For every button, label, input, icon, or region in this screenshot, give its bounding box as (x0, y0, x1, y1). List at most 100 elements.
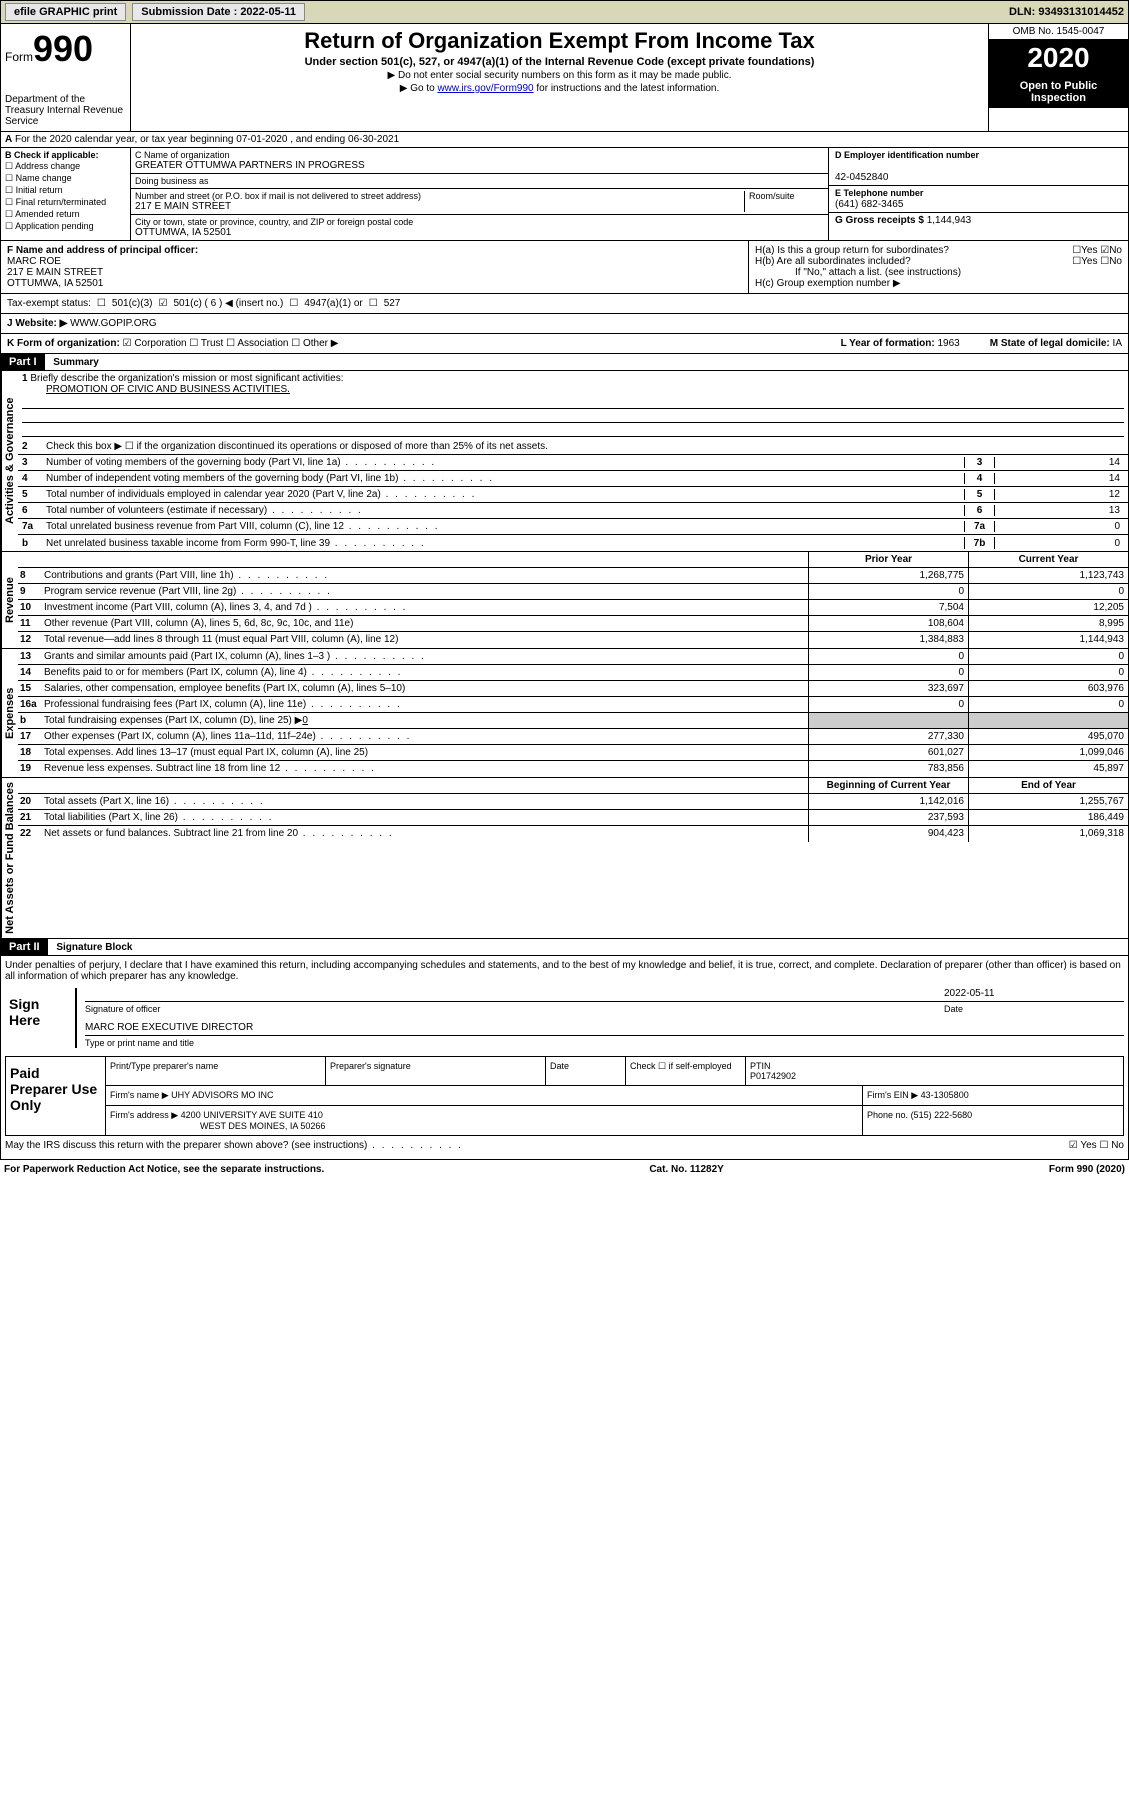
501c3: 501(c)(3) (112, 298, 153, 309)
box-f: F Name and address of principal officer:… (1, 241, 748, 293)
part2-num: Part II (1, 939, 48, 955)
p13: 0 (808, 649, 968, 664)
l2: Check this box ▶ ☐ if the organization d… (46, 441, 1124, 452)
c21: 186,449 (968, 810, 1128, 825)
ptin-label: PTIN (750, 1061, 771, 1071)
chk-final[interactable]: ☐ Final return/terminated (5, 197, 126, 208)
street-val: 217 E MAIN STREET (135, 201, 231, 212)
part1-title: Summary (47, 357, 99, 368)
part1-num: Part I (1, 354, 45, 370)
v3: 14 (994, 457, 1124, 468)
chk-amended[interactable]: ☐ Amended return (5, 209, 126, 220)
netassets-section: Net Assets or Fund Balances Beginning of… (0, 778, 1129, 939)
box-b-label: B Check if applicable: (5, 150, 99, 160)
v5: 12 (994, 489, 1124, 500)
l19: Revenue less expenses. Subtract line 18 … (42, 761, 808, 777)
footer-left: For Paperwork Reduction Act Notice, see … (4, 1164, 324, 1175)
l18: Total expenses. Add lines 13–17 (must eq… (42, 745, 808, 760)
part1-header: Part I Summary (0, 354, 1129, 371)
p20: 1,142,016 (808, 794, 968, 809)
begin-hdr: Beginning of Current Year (808, 778, 968, 793)
k-corp: Corporation (134, 338, 186, 349)
subtitle-1: Under section 501(c), 527, or 4947(a)(1)… (139, 56, 980, 68)
c9: 0 (968, 584, 1128, 599)
chk-pending[interactable]: ☐ Application pending (5, 221, 126, 232)
4947a1: 4947(a)(1) or (304, 298, 362, 309)
perjury-text: Under penalties of perjury, I declare th… (5, 960, 1124, 982)
org-name: GREATER OTTUMWA PARTNERS IN PROGRESS (135, 160, 365, 171)
ein-label: D Employer identification number (835, 150, 979, 160)
c18: 1,099,046 (968, 745, 1128, 760)
box-c: C Name of organization GREATER OTTUMWA P… (131, 148, 828, 240)
line-a-text: For the 2020 calendar year, or tax year … (15, 134, 399, 145)
p12: 1,384,883 (808, 632, 968, 648)
firm-label: Firm's name ▶ (110, 1090, 169, 1100)
gross-label: G Gross receipts $ (835, 215, 924, 226)
m-label: M State of legal domicile: (990, 338, 1110, 349)
p18: 601,027 (808, 745, 968, 760)
p16a: 0 (808, 697, 968, 712)
tax-status-label: Tax-exempt status: (7, 298, 91, 309)
header-mid: Return of Organization Exempt From Incom… (131, 24, 988, 131)
prior-hdr: Prior Year (808, 552, 968, 567)
box-k: K Form of organization: ☑ Corporation ☐ … (1, 333, 1128, 353)
c19: 45,897 (968, 761, 1128, 777)
firm-ein-label: Firm's EIN ▶ (867, 1090, 918, 1100)
tax-status-row: Tax-exempt status: ☐ 501(c)(3) ☑ 501(c) … (1, 293, 1128, 313)
k-assoc: Association (237, 338, 288, 349)
p19: 783,856 (808, 761, 968, 777)
efile-button[interactable]: efile GRAPHIC print (5, 3, 126, 21)
part2-title: Signature Block (50, 942, 132, 953)
k-trust: Trust (201, 338, 223, 349)
p10: 7,504 (808, 600, 968, 615)
l17: Other expenses (Part IX, column (A), lin… (42, 729, 808, 744)
firm-phone-label: Phone no. (867, 1110, 908, 1120)
chk-initial[interactable]: ☐ Initial return (5, 185, 126, 196)
l-label: L Year of formation: (841, 338, 935, 349)
ha-label: H(a) Is this a group return for subordin… (755, 245, 949, 256)
firm-addr-label: Firm's address ▶ (110, 1110, 178, 1120)
v7a: 0 (994, 521, 1124, 532)
p21: 237,593 (808, 810, 968, 825)
l16a: Professional fundraising fees (Part IX, … (42, 697, 808, 712)
discuss-text: May the IRS discuss this return with the… (5, 1140, 463, 1151)
k-label: K Form of organization: (7, 338, 120, 349)
l16b: Total fundraising expenses (Part IX, col… (42, 713, 808, 728)
omb-number: OMB No. 1545-0047 (989, 24, 1128, 40)
name-label: C Name of organization (135, 150, 230, 160)
chk-address[interactable]: ☐ Address change (5, 161, 126, 172)
form-header: Form 990 Department of the Treasury Inte… (0, 24, 1129, 132)
form-number: 990 (33, 28, 93, 70)
sig-date: 2022-05-11 (924, 988, 1124, 1002)
ein-val: 42-0452840 (835, 172, 888, 183)
l8: Contributions and grants (Part VIII, lin… (42, 568, 808, 583)
city-val: OTTUMWA, IA 52501 (135, 227, 231, 238)
paid-preparer-label: Paid Preparer Use Only (6, 1057, 106, 1135)
open-public: Open to Public Inspection (989, 76, 1128, 108)
l10: Investment income (Part VIII, column (A)… (42, 600, 808, 615)
l9: Program service revenue (Part VIII, line… (42, 584, 808, 599)
l20: Total assets (Part X, line 16) (42, 794, 808, 809)
header-right: OMB No. 1545-0047 2020 Open to Public In… (988, 24, 1128, 131)
date-label: Date (924, 1004, 1124, 1014)
l22: Net assets or fund balances. Subtract li… (42, 826, 808, 842)
chk-name[interactable]: ☐ Name change (5, 173, 126, 184)
section-fhijk: F Name and address of principal officer:… (0, 241, 1129, 354)
mission-text: PROMOTION OF CIVIC AND BUSINESS ACTIVITI… (46, 384, 290, 395)
firm-name: UHY ADVISORS MO INC (171, 1090, 273, 1100)
header-left: Form 990 Department of the Treasury Inte… (1, 24, 131, 131)
discuss-yes: Yes (1080, 1140, 1096, 1151)
form-word: Form (5, 50, 33, 64)
governance-section: Activities & Governance 1 Briefly descri… (0, 371, 1129, 552)
irs-link[interactable]: www.irs.gov/Form990 (437, 83, 533, 94)
dln-label: DLN: 93493131014452 (1009, 6, 1124, 18)
room-label: Room/suite (749, 191, 795, 201)
name-title-label: Type or print name and title (85, 1038, 1124, 1048)
c13: 0 (968, 649, 1128, 664)
dba-label: Doing business as (135, 176, 209, 186)
preparer-table: Paid Preparer Use Only Print/Type prepar… (5, 1056, 1124, 1136)
p22: 904,423 (808, 826, 968, 842)
p8: 1,268,775 (808, 568, 968, 583)
expenses-section: Expenses 13Grants and similar amounts pa… (0, 649, 1129, 778)
l3: Number of voting members of the governin… (46, 457, 964, 468)
